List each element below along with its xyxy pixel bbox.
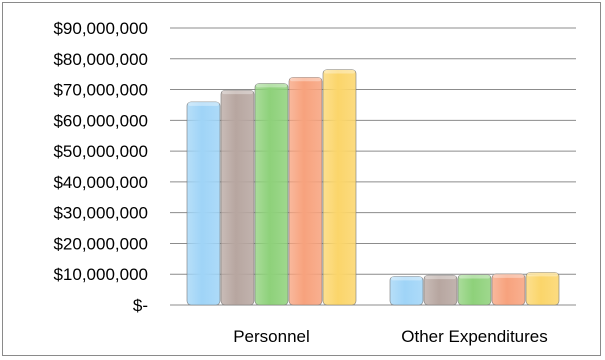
x-category-label: Other Expenditures xyxy=(401,327,547,346)
y-tick-label: $90,000,000 xyxy=(53,19,148,38)
bar xyxy=(254,83,289,306)
y-tick-label: $50,000,000 xyxy=(53,142,148,161)
y-tick-label: $70,000,000 xyxy=(53,81,148,100)
y-tick-label: $- xyxy=(133,296,148,315)
bar xyxy=(220,89,255,306)
x-category-label: Personnel xyxy=(233,327,310,346)
bar xyxy=(389,276,424,306)
y-tick-label: $80,000,000 xyxy=(53,50,148,69)
y-axis-ticks: $- $10,000,000 $20,000,000 $30,000,000 $40,0… xyxy=(53,19,148,315)
y-tick-label: $60,000,000 xyxy=(53,111,148,130)
y-tick-label: $20,000,000 xyxy=(53,234,148,253)
bar xyxy=(423,274,458,306)
bar xyxy=(288,76,323,306)
x-axis-categories: Personnel Other Expenditures xyxy=(233,327,548,346)
bars xyxy=(186,69,560,306)
y-tick-label: $40,000,000 xyxy=(53,173,148,192)
y-tick-label: $30,000,000 xyxy=(53,204,148,223)
bar xyxy=(322,69,357,306)
bar xyxy=(457,274,492,306)
bar xyxy=(491,273,526,306)
bar xyxy=(525,272,560,306)
y-tick-label: $10,000,000 xyxy=(53,265,148,284)
bar xyxy=(186,101,221,306)
